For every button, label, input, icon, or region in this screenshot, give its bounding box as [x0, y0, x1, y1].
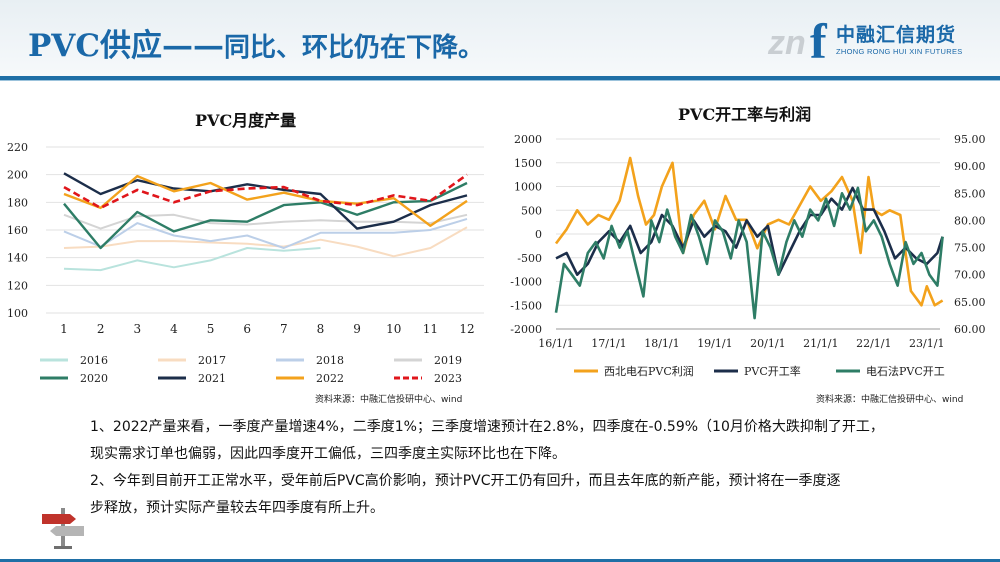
chart2-xtick-label: 19/1/1	[697, 337, 732, 350]
chart1-legend-label: 2019	[434, 354, 462, 367]
chart2-left-tick-label: -1000	[510, 276, 542, 289]
chart1-legend-label: 2018	[316, 354, 344, 367]
chart2-series-line-PVC开工率	[555, 186, 944, 276]
page-title: PVC供应——同比、环比仍在下降。	[28, 20, 484, 65]
chart2-left-tick-label: 0	[535, 228, 542, 241]
chart1-series-line-2023	[63, 173, 468, 210]
chart1-xtick-label: 5	[207, 322, 215, 336]
chart2-legend-label: 电石法PVC开工	[866, 364, 945, 378]
chart1-legend-label: 2023	[434, 372, 462, 385]
chart1-source: 资料来源：中融汇信投研中心、wind	[315, 395, 463, 405]
chart2-xtick-label: 22/1/1	[856, 337, 891, 350]
chart2-right-tick-label: 70.00	[954, 269, 986, 282]
chart2-xtick-label: 23/1/1	[909, 337, 944, 350]
chart2-title: PVC开工率与利润	[678, 105, 812, 124]
chart1-series-line-2017	[63, 226, 468, 258]
chart2-right-tick-label: 95.00	[954, 133, 986, 146]
chart1-ytick-label: 140	[7, 252, 28, 265]
analysis-line-2: 现实需求订单也偏弱，因此四季度开工偏低，三四季度主实际环比也在下降。	[90, 446, 566, 462]
chart2-left-tick-label: -500	[517, 252, 542, 265]
chart1-series-line-2022	[63, 174, 468, 227]
chart1-xtick-label: 11	[423, 322, 438, 336]
chart2-right-tick-label: 80.00	[954, 214, 986, 227]
signpost-icon	[42, 508, 84, 549]
chart2-left-tick-label: 500	[521, 204, 542, 217]
chart1-ytick-label: 100	[7, 307, 28, 320]
chart1-xtick-label: 7	[280, 322, 288, 336]
chart2-right-tick-label: 75.00	[954, 242, 986, 255]
chart2-right-tick-label: 85.00	[954, 187, 986, 200]
chart1-legend-label: 2022	[316, 372, 344, 385]
chart2-left-tick-label: 1500	[514, 157, 542, 170]
chart2-legend-label: PVC开工率	[744, 364, 801, 378]
logo-chinese-name: 中融汇信期货	[836, 24, 957, 46]
chart2-right-tick-label: 90.00	[954, 160, 986, 173]
chart2-series-line-电石法PVC开工	[554, 186, 944, 320]
chart1-xtick-label: 3	[133, 322, 141, 336]
chart2-xtick-label: 16/1/1	[538, 337, 573, 350]
chart1-xtick-label: 6	[243, 322, 251, 336]
chart1-xtick-label: 4	[170, 322, 178, 336]
analysis-line-3: 2、今年到目前开工正常水平，受年前后PVC高价影响，预计PVC开工仍有回升，而且…	[90, 473, 841, 489]
chart1-xtick-label: 9	[353, 322, 361, 336]
footer-rule	[0, 559, 1000, 562]
analysis-line-4: 步释放，预计实际产量较去年四季度有所上升。	[90, 500, 384, 516]
chart1-ytick-label: 120	[7, 279, 28, 292]
chart1-xtick-label: 10	[386, 322, 401, 336]
chart2-xtick-label: 20/1/1	[750, 337, 785, 350]
logo-f-mark: f	[810, 13, 827, 69]
chart1-legend-label: 2020	[80, 372, 108, 385]
chart2-source: 资料来源：中融汇信投研中心、wind	[816, 395, 964, 405]
chart2-right-tick-label: 65.00	[954, 296, 986, 309]
chart2-left-tick-label: -2000	[510, 323, 542, 336]
header-band	[0, 0, 1000, 76]
chart1-legend-label: 2016	[80, 354, 108, 367]
chart2-series-line-西北电石PVC利润	[554, 156, 944, 307]
company-logo: zn f 中融汇信期货 ZHONG RONG HUI XIN FUTURES	[768, 13, 978, 69]
analysis-line-1: 1、2022产量来看，一季度产量增速4%，二季度1%；三季度增速预计在2.8%，…	[90, 419, 884, 435]
chart2-legend-label: 西北电石PVC利润	[604, 364, 694, 378]
header-rule	[0, 76, 1000, 80]
chart1-series-line-2018	[63, 217, 468, 249]
chart1-ytick-label: 220	[7, 141, 28, 154]
chart2-left-tick-label: 1000	[514, 181, 542, 194]
chart1-xtick-label: 1	[60, 322, 68, 336]
chart1-ytick-label: 180	[7, 196, 28, 209]
chart2-xtick-label: 17/1/1	[591, 337, 626, 350]
chart1-ytick-label: 160	[7, 224, 28, 237]
chart2-right-tick-label: 60.00	[954, 323, 986, 336]
logo-mark: zn	[768, 24, 806, 62]
chart1-xtick-label: 12	[459, 322, 474, 336]
chart2-operating-rate-profit: 2000 1500 1000 500 0 -500 -1000 -1500 -2000 95.00…	[510, 133, 986, 378]
chart1-xtick-label: 8	[317, 322, 325, 336]
chart1-title: PVC月度产量	[195, 111, 297, 130]
header-rule-thin	[0, 80, 1000, 81]
chart1-legend-label: 2017	[198, 354, 226, 367]
page-title-sub: 同比、环比仍在下降。	[224, 33, 485, 63]
chart2-xtick-label: 18/1/1	[644, 337, 679, 350]
chart1-series-line-2016	[64, 244, 467, 270]
chart1-legend-label: 2021	[198, 372, 226, 385]
chart1-xtick-label: 2	[97, 322, 105, 336]
chart2-left-tick-label: -1500	[510, 299, 542, 312]
chart2-xtick-label: 21/1/1	[803, 337, 838, 350]
chart2-left-tick-label: 2000	[514, 133, 542, 146]
page-title-main: PVC供应——	[28, 28, 225, 64]
logo-english-name: ZHONG RONG HUI XIN FUTURES	[836, 47, 963, 56]
analysis-text: 1、2022产量来看，一季度产量增速4%，二季度1%；三季度增速预计在2.8%，…	[90, 414, 985, 522]
chart1-ytick-label: 200	[7, 169, 28, 182]
